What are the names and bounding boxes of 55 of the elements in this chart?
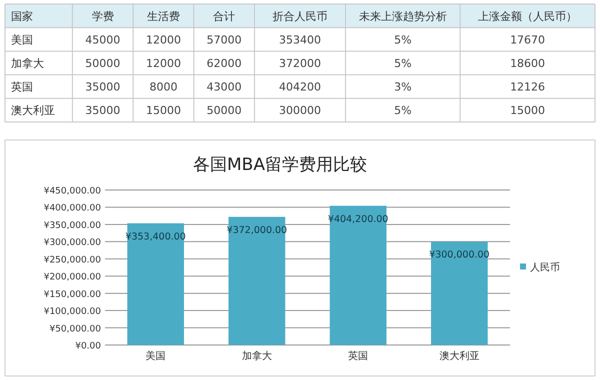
text: 15000 <box>146 104 181 118</box>
text: 50000 <box>85 57 120 70</box>
category-label: 美国 <box>11 33 33 46</box>
category-label: 未来上涨趋势分析 <box>358 10 447 23</box>
text: 57000 <box>206 33 242 46</box>
text: 404200 <box>279 80 321 94</box>
category-label: 折合人民币 <box>272 10 328 23</box>
y-tick-label: ¥450,000.00 <box>44 186 102 196</box>
text: 372000 <box>279 57 321 70</box>
x-tick-label: 英国 <box>348 350 368 362</box>
y-tick-label: ¥250,000.00 <box>44 255 102 266</box>
category-label: 合计 <box>213 10 236 23</box>
x-tick-label: 澳大利亚 <box>439 350 480 362</box>
bar <box>228 216 286 345</box>
bar <box>431 242 488 345</box>
text: 12126 <box>510 80 546 94</box>
y-tick-label: ¥300,000.00 <box>44 238 102 248</box>
text: 8000 <box>149 80 178 94</box>
x-tick-label: 美国 <box>146 350 166 362</box>
text: 43000 <box>206 80 242 94</box>
text: 50000 <box>206 104 242 118</box>
text: 353400 <box>279 33 321 46</box>
text: 12000 <box>146 33 181 46</box>
y-tick-label: ¥50,000.00 <box>49 324 102 334</box>
chart-title: 各国MBA留学费用比较 <box>193 155 367 175</box>
text: 国家 <box>11 10 33 23</box>
text: 62000 <box>206 57 242 70</box>
text: 35000 <box>85 104 120 118</box>
category-label: 澳大利亚 <box>11 104 55 118</box>
legend-label: 人民币 <box>530 262 560 274</box>
y-tick-label: ¥100,000.00 <box>44 307 102 318</box>
category-label: 学费 <box>92 10 114 23</box>
text: 45000 <box>85 33 120 46</box>
text: 17670 <box>510 33 546 46</box>
text: 15000 <box>510 104 546 118</box>
text: 12000 <box>146 57 181 70</box>
x-tick-label: 加拿大 <box>242 350 272 362</box>
y-tick-label: ¥350,000.00 <box>44 220 102 231</box>
category-label: 生活费 <box>146 10 180 23</box>
category-label: 上涨金额（人民币） <box>478 10 578 23</box>
y-tick-label: ¥200,000.00 <box>44 272 102 283</box>
text: 18600 <box>510 57 546 70</box>
text: 5% <box>394 33 412 46</box>
text: 3% <box>394 80 412 94</box>
y-tick-label: ¥150,000.00 <box>44 290 102 300</box>
text: 5% <box>394 57 412 70</box>
text: 35000 <box>85 80 120 94</box>
text: 5% <box>394 104 412 118</box>
y-tick-label: ¥0.00 <box>75 342 102 352</box>
category-label: 英国 <box>11 80 33 94</box>
bar <box>127 223 184 345</box>
bar <box>330 206 386 345</box>
y-tick-label: ¥400,000.00 <box>44 204 102 214</box>
category-label: 加拿大 <box>11 57 44 70</box>
text: 300000 <box>279 104 321 118</box>
